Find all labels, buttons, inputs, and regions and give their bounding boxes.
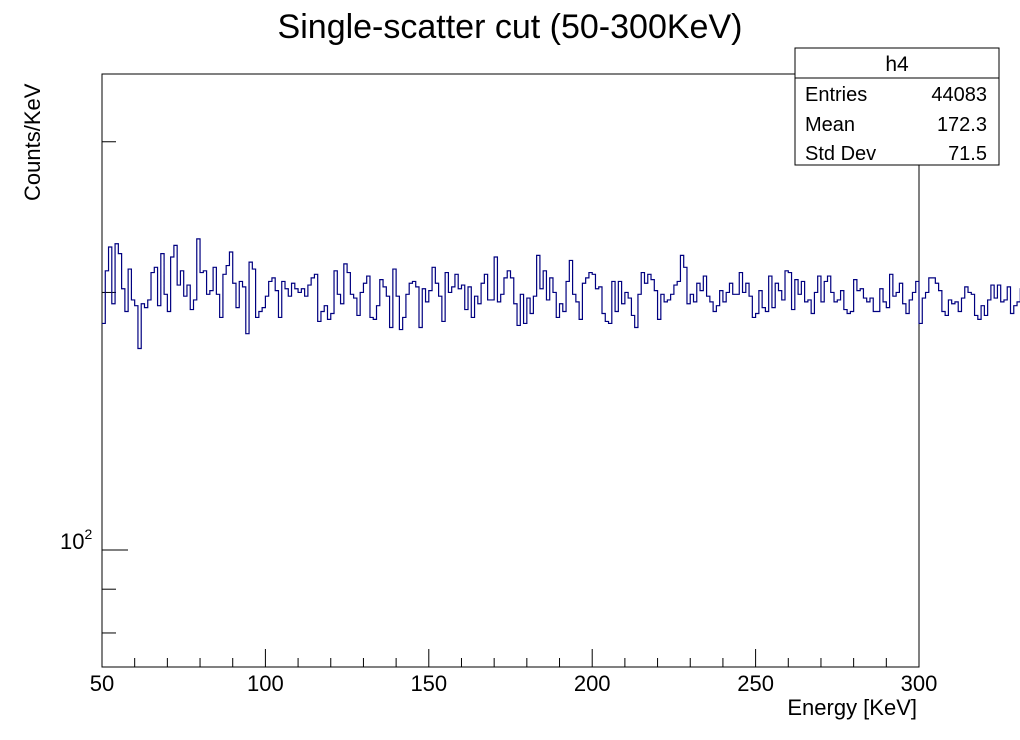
stats-label-entries: Entries: [805, 84, 867, 106]
y-axis-label: Counts/KeV: [20, 83, 45, 201]
y-axis-ticks: [102, 141, 128, 634]
x-tick-label-250: 250: [737, 671, 774, 696]
x-tick-label-50: 50: [90, 671, 114, 696]
stats-value-stddev: 71.5: [948, 143, 987, 165]
stats-box: h4 Entries 44083 Mean 172.3 Std Dev 71.5: [794, 47, 1000, 166]
y-tick-label-100: 102: [60, 526, 92, 554]
x-tick-label-150: 150: [410, 671, 447, 696]
stats-value-entries: 44083: [931, 84, 987, 106]
y-tick-label-base: 10: [60, 529, 84, 554]
histogram-series-line: [102, 238, 1020, 350]
chart-title: Single-scatter cut (50-300KeV): [278, 8, 743, 46]
x-tick-label-300: 300: [901, 671, 938, 696]
stats-box-frame: [794, 47, 1000, 166]
stats-label-stddev: Std Dev: [805, 143, 876, 165]
x-axis-ticks: [101, 649, 920, 667]
stats-value-mean: 172.3: [937, 114, 987, 136]
stats-box-name: h4: [885, 53, 909, 76]
x-axis-label: Energy [KeV]: [787, 695, 917, 720]
plot-frame: [101, 73, 920, 668]
stats-label-mean: Mean: [805, 114, 855, 136]
x-axis-tick-labels: 50 100 150 200 250 300: [90, 671, 938, 696]
x-tick-label-200: 200: [574, 671, 611, 696]
x-tick-label-100: 100: [247, 671, 284, 696]
y-tick-label-exponent: 2: [84, 526, 92, 542]
